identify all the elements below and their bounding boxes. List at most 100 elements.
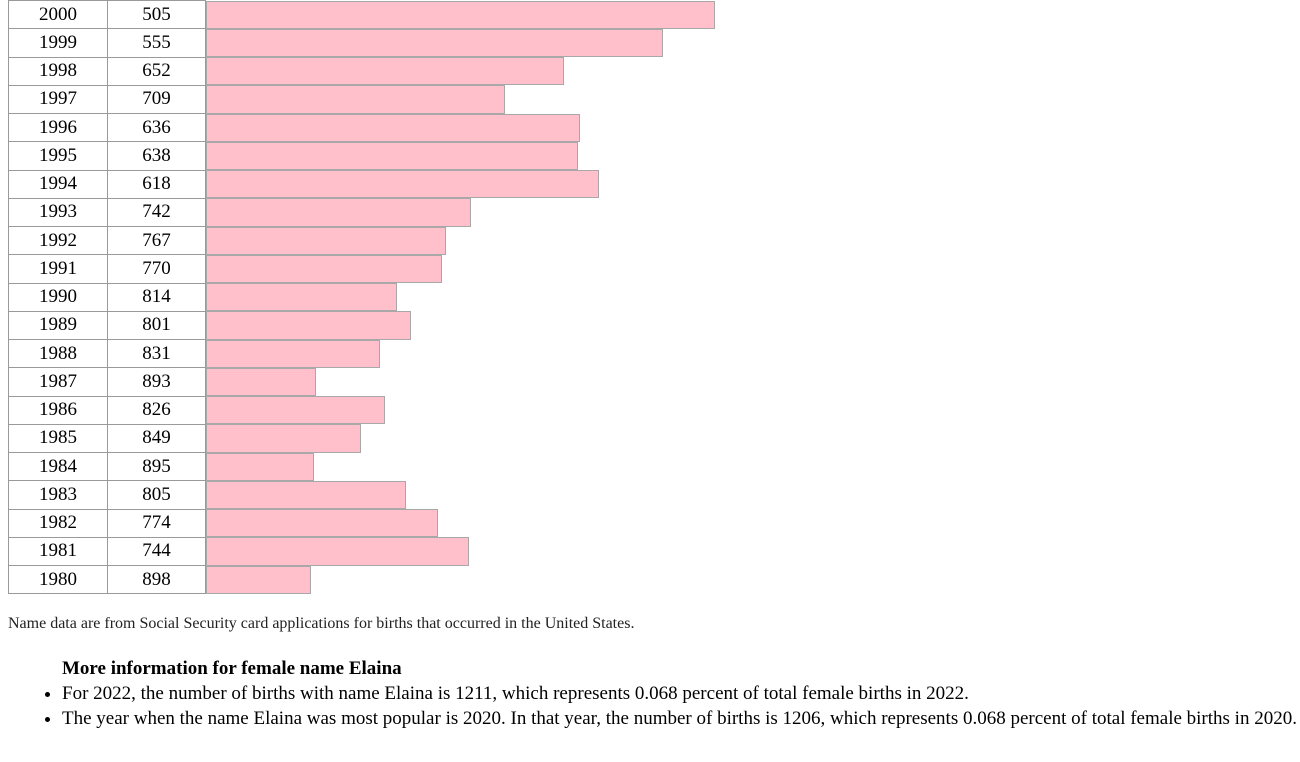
- rank-bar: [206, 311, 411, 340]
- rank-row: 1998 652: [8, 56, 1296, 86]
- rank-cell: 744: [107, 536, 206, 567]
- rank-cell: 767: [107, 225, 206, 256]
- rank-bar: [206, 537, 470, 566]
- year-cell: 1995: [8, 141, 108, 171]
- rank-row: 1994 618: [8, 169, 1296, 199]
- bar-cell: [206, 283, 1296, 312]
- rank-cell: 774: [107, 508, 206, 538]
- rank-bar: [206, 339, 380, 368]
- year-cell: 1990: [8, 282, 108, 312]
- year-cell: 1985: [8, 423, 108, 454]
- rank-row: 1989 801: [8, 310, 1296, 341]
- year-cell: 2000: [8, 0, 108, 30]
- rank-bar: [206, 226, 446, 255]
- rank-row: 1987 893: [8, 367, 1296, 397]
- rank-row: 1985 849: [8, 423, 1296, 454]
- year-cell: 1983: [8, 480, 108, 510]
- bar-cell: [206, 537, 1296, 566]
- rank-bar: [206, 57, 564, 86]
- rank-row: 1997 709: [8, 84, 1296, 115]
- rank-cell: 638: [107, 141, 206, 171]
- rank-bar: [206, 85, 506, 114]
- rank-bar: [206, 509, 439, 538]
- bar-cell: [206, 367, 1296, 396]
- year-cell: 1984: [8, 451, 108, 482]
- bar-cell: [206, 424, 1296, 453]
- bar-cell: [206, 85, 1296, 114]
- bar-cell: [206, 28, 1296, 57]
- rank-cell: 652: [107, 56, 206, 86]
- rank-row: 1993 742: [8, 197, 1296, 228]
- year-cell: 1992: [8, 225, 108, 256]
- rank-row: 1980 898: [8, 564, 1296, 595]
- info-heading: More information for female name Elaina: [62, 658, 402, 679]
- rank-cell: 709: [107, 84, 206, 115]
- bar-cell: [206, 170, 1296, 199]
- bar-cell: [206, 113, 1296, 142]
- bar-cell: [206, 339, 1296, 368]
- info-list: For 2022, the number of births with name…: [26, 682, 1300, 731]
- rank-row: 1990 814: [8, 282, 1296, 312]
- rank-bar: [206, 198, 472, 227]
- bar-cell: [206, 396, 1296, 425]
- rank-cell: 898: [107, 564, 206, 595]
- rank-bar: [206, 113, 581, 142]
- rank-row: 1991 770: [8, 254, 1296, 284]
- bar-cell: [206, 311, 1296, 340]
- bar-cell: [206, 141, 1296, 170]
- rank-bar: [206, 367, 316, 396]
- rank-bar: [206, 424, 362, 453]
- rank-cell: 505: [107, 0, 206, 30]
- rank-cell: 895: [107, 451, 206, 482]
- bar-cell: [206, 57, 1296, 86]
- rank-bar: [206, 396, 385, 425]
- bar-cell: [206, 452, 1296, 481]
- rank-cell: 770: [107, 254, 206, 284]
- year-cell: 1994: [8, 169, 108, 199]
- rank-cell: 618: [107, 169, 206, 199]
- bar-cell: [206, 226, 1296, 255]
- rank-bar: [206, 452, 314, 481]
- bar-cell: [206, 0, 1296, 29]
- rank-cell: 555: [107, 28, 206, 58]
- rank-cell: 805: [107, 480, 206, 510]
- rank-table: 2000 505 1999 555 1998 652 1997 709 1996 636 1995 6…: [8, 0, 1296, 595]
- bar-cell: [206, 509, 1296, 538]
- rank-cell: 636: [107, 112, 206, 143]
- info-item: For 2022, the number of births with name…: [62, 682, 1300, 707]
- rank-cell: 826: [107, 395, 206, 425]
- rank-bar: [206, 141, 579, 170]
- year-cell: 1991: [8, 254, 108, 284]
- rank-row: 1983 805: [8, 480, 1296, 510]
- year-cell: 1998: [8, 56, 108, 86]
- rank-row: 2000 505: [8, 0, 1296, 30]
- rank-bar: [206, 0, 715, 29]
- rank-cell: 849: [107, 423, 206, 454]
- year-cell: 1997: [8, 84, 108, 115]
- year-cell: 1993: [8, 197, 108, 228]
- rank-bar: [206, 254, 443, 283]
- year-cell: 1988: [8, 338, 108, 369]
- rank-row: 1988 831: [8, 338, 1296, 369]
- year-cell: 1980: [8, 564, 108, 595]
- year-cell: 1989: [8, 310, 108, 341]
- rank-row: 1996 636: [8, 112, 1296, 143]
- rank-cell: 814: [107, 282, 206, 312]
- rank-row: 1982 774: [8, 508, 1296, 538]
- rank-bar: [206, 480, 407, 509]
- rank-row: 1995 638: [8, 141, 1296, 171]
- rank-cell: 801: [107, 310, 206, 341]
- year-cell: 1987: [8, 367, 108, 397]
- rank-bar: [206, 28, 664, 57]
- info-item: The year when the name Elaina was most p…: [62, 707, 1300, 732]
- year-cell: 1999: [8, 28, 108, 58]
- rank-bar: [206, 283, 398, 312]
- rank-cell: 893: [107, 367, 206, 397]
- rank-cell: 831: [107, 338, 206, 369]
- year-cell: 1996: [8, 112, 108, 143]
- year-cell: 1981: [8, 536, 108, 567]
- year-cell: 1982: [8, 508, 108, 538]
- rank-row: 1986 826: [8, 395, 1296, 425]
- bar-cell: [206, 480, 1296, 509]
- rank-row: 1981 744: [8, 536, 1296, 567]
